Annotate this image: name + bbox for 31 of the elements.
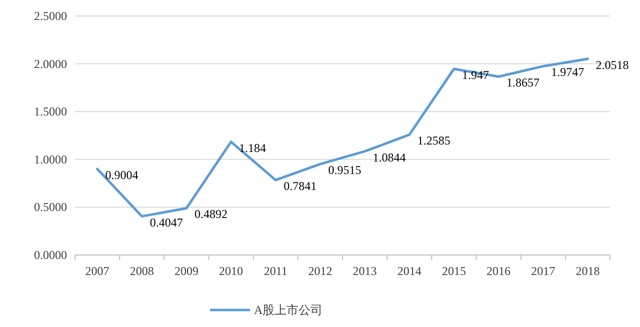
y-tick-label: 2.5000	[34, 9, 67, 23]
legend-label: A股上市公司	[254, 303, 323, 317]
x-tick-label: 2008	[130, 264, 154, 278]
x-tick-label: 2012	[308, 264, 332, 278]
data-label: 0.9004	[105, 168, 138, 182]
x-tick-label: 2011	[264, 264, 288, 278]
y-tick-label: 2.0000	[34, 56, 67, 71]
data-label: 2.0518	[596, 58, 629, 72]
x-tick-label: 2009	[174, 264, 198, 278]
x-tick-label: 2017	[531, 264, 556, 278]
data-label: 0.4892	[194, 207, 228, 222]
y-tick-label: 1.5000	[34, 104, 67, 119]
data-label: 0.4047	[150, 215, 183, 230]
x-tick-label: 2014	[397, 264, 422, 278]
data-label: 1.9747	[551, 65, 584, 80]
data-label: 0.7841	[284, 179, 317, 194]
data-label: 1.184	[239, 140, 266, 155]
data-label: 1.2585	[417, 134, 450, 148]
data-label: 1.8657	[506, 76, 540, 90]
x-tick-label: 2010	[219, 264, 244, 278]
y-tick-label: 0.5000	[34, 200, 67, 214]
x-tick-label: 2013	[352, 264, 377, 278]
data-label: 0.9515	[328, 163, 362, 178]
x-tick-label: 2018	[576, 264, 600, 278]
x-tick-label: 2015	[442, 264, 466, 278]
x-tick-label: 2007	[85, 264, 110, 278]
line-series	[96, 58, 589, 218]
data-label: 1.0844	[372, 150, 406, 164]
y-tick-label: 1.0000	[34, 152, 67, 166]
x-tick-label: 2016	[486, 264, 511, 278]
y-tick-label: 0.0000	[34, 248, 67, 262]
